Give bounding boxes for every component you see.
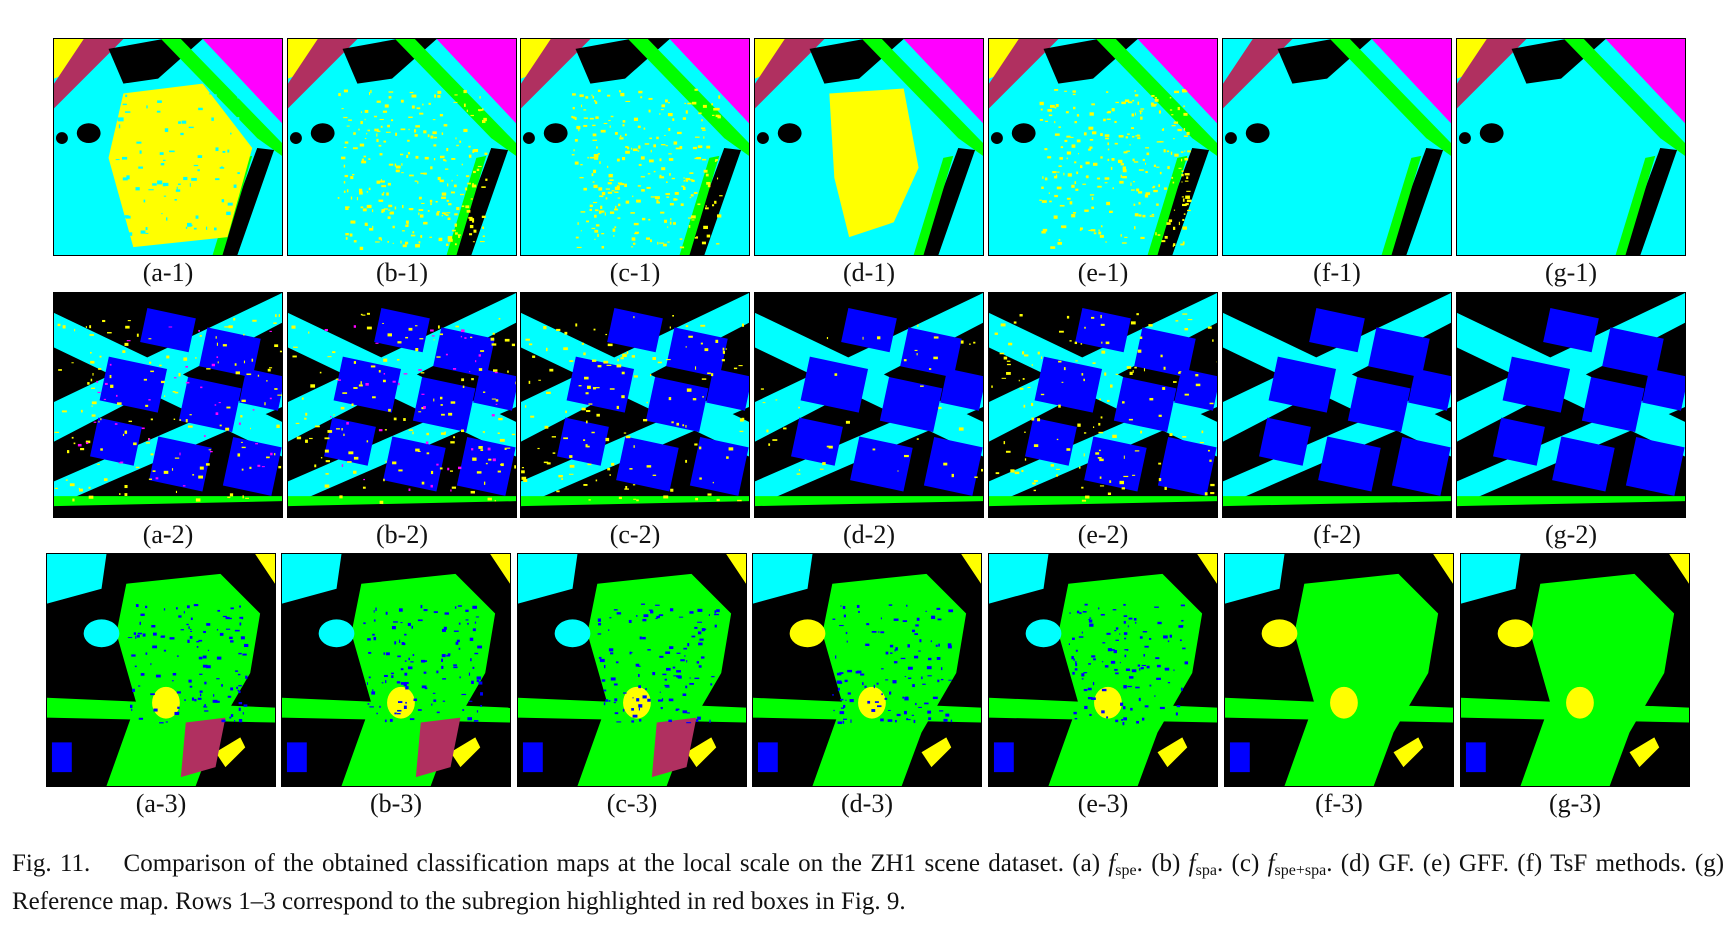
panel-label: (e-1): [1077, 258, 1129, 287]
caption-f1: f: [1108, 850, 1116, 877]
classification-map: [754, 38, 984, 256]
classification-map: [1460, 553, 1690, 787]
panel-1-1: (a-1): [53, 38, 283, 290]
panel-label: (a-2): [142, 520, 194, 549]
panel-label: (e-2): [1077, 520, 1129, 549]
panel-label: (g-2): [1545, 520, 1597, 549]
caption-sub3: spe+spa: [1274, 862, 1327, 879]
panel-1-6: (f-1): [1222, 38, 1452, 290]
caption-f3: f: [1267, 850, 1275, 877]
panel-label: (a-3): [135, 789, 187, 818]
panel-1-4: (d-1): [754, 38, 984, 290]
caption-t2: . (c): [1216, 850, 1268, 877]
panel-label: (b-2): [376, 520, 428, 549]
classification-map: [752, 553, 982, 787]
classification-map: [988, 38, 1218, 256]
caption-t3: . (d) GF. (e) GFF. (f) TsF methods. (g) …: [12, 850, 1725, 915]
panel-label: (a-1): [142, 258, 194, 287]
classification-map: [53, 292, 283, 518]
classification-map: [1222, 38, 1452, 256]
classification-map: [287, 38, 517, 256]
panel-3-5: (e-3): [988, 553, 1218, 821]
panel-label: (d-1): [843, 258, 895, 287]
classification-map: [46, 553, 276, 787]
panel-2-3: (c-2): [520, 292, 750, 552]
panel-label: (b-3): [370, 789, 422, 818]
panel-2-4: (d-2): [754, 292, 984, 552]
panel-label: (f-1): [1313, 258, 1361, 287]
classification-map: [988, 292, 1218, 518]
panel-label: (c-3): [606, 789, 658, 818]
panel-3-6: (f-3): [1224, 553, 1454, 821]
panel-1-5: (e-1): [988, 38, 1218, 290]
classification-map: [1456, 292, 1686, 518]
classification-map: [988, 553, 1218, 787]
classification-map: [754, 292, 984, 518]
panel-2-6: (f-2): [1222, 292, 1452, 552]
panel-label: (g-1): [1545, 258, 1597, 287]
caption-fig-label: Fig. 11.: [12, 850, 91, 877]
panel-label: (b-1): [376, 258, 428, 287]
classification-map: [1222, 292, 1452, 518]
panel-1-3: (c-1): [520, 38, 750, 290]
classification-map: [287, 292, 517, 518]
panel-2-5: (e-2): [988, 292, 1218, 552]
panel-1-2: (b-1): [287, 38, 517, 290]
classification-map: [1456, 38, 1686, 256]
classification-map: [520, 38, 750, 256]
classification-map: [1224, 553, 1454, 787]
panel-2-7: (g-2): [1456, 292, 1686, 552]
panel-1-7: (g-1): [1456, 38, 1686, 290]
classification-map: [517, 553, 747, 787]
panel-2-2: (b-2): [287, 292, 517, 552]
panel-label: (d-3): [841, 789, 893, 818]
classification-map: [53, 38, 283, 256]
caption-t1: . (b): [1136, 850, 1189, 877]
panel-2-1: (a-2): [53, 292, 283, 552]
panel-label: (f-3): [1315, 789, 1363, 818]
panel-3-4: (d-3): [752, 553, 982, 821]
classification-map: [520, 292, 750, 518]
panel-3-1: (a-3): [46, 553, 276, 821]
caption-sub2: spa: [1195, 862, 1217, 879]
panel-label: (f-2): [1313, 520, 1361, 549]
panel-3-2: (b-3): [281, 553, 511, 821]
panel-3-3: (c-3): [517, 553, 747, 821]
caption-f2: f: [1188, 850, 1196, 877]
caption-sub1: spe: [1115, 862, 1137, 879]
classification-map: [281, 553, 511, 787]
figure-caption: Fig. 11. Comparison of the obtained clas…: [12, 848, 1724, 917]
panel-label: (c-2): [609, 520, 661, 549]
panel-3-7: (g-3): [1460, 553, 1690, 821]
panel-label: (g-3): [1549, 789, 1601, 818]
panel-label: (e-3): [1077, 789, 1129, 818]
caption-intro: Comparison of the obtained classificatio…: [123, 850, 1109, 877]
panel-label: (c-1): [609, 258, 661, 287]
panel-label: (d-2): [843, 520, 895, 549]
